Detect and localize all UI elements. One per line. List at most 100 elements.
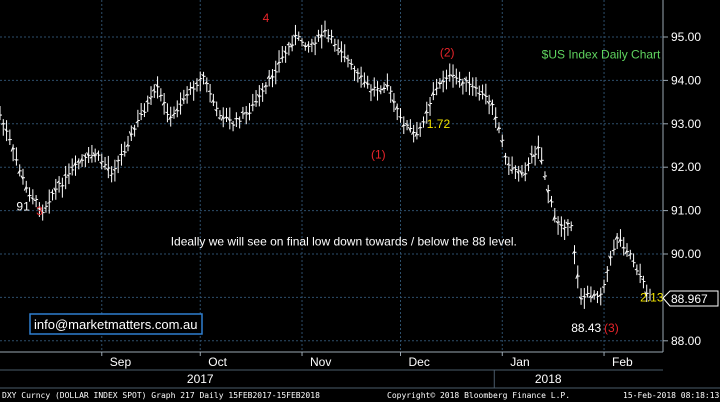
price-bar	[529, 145, 534, 164]
price-bar	[605, 266, 610, 282]
price-bar	[17, 164, 22, 177]
price-bar	[273, 60, 278, 85]
price-bar	[135, 109, 140, 128]
price-bar	[14, 147, 19, 166]
price-bar	[447, 63, 452, 82]
price-bar	[86, 147, 91, 164]
price-bar	[30, 189, 35, 205]
chart-annotation: 1.72	[427, 117, 451, 131]
price-bar	[56, 176, 62, 193]
footer-timestamp: 15-Feb-2018 08:18:13	[623, 391, 720, 400]
price-bar	[197, 71, 203, 92]
price-bar	[191, 80, 196, 101]
price-bar	[585, 285, 590, 298]
price-bar	[40, 204, 45, 221]
price-bar	[355, 68, 360, 83]
chart-annotation: 2.13	[640, 291, 664, 305]
price-bar	[552, 208, 557, 223]
price-bar	[230, 120, 236, 132]
price-bar	[575, 265, 580, 289]
price-bar	[526, 157, 531, 172]
footer-copyright: Copyright© 2018 Bloomberg Finance L.P.	[387, 391, 570, 400]
price-bar	[227, 107, 232, 130]
price-bar	[336, 39, 341, 56]
price-bar	[411, 124, 416, 143]
price-bar	[404, 120, 410, 131]
price-bar	[345, 54, 350, 68]
price-bar	[99, 153, 104, 170]
price-bar	[638, 263, 643, 284]
price-bar	[148, 86, 154, 105]
chart-annotation: Ideally we will see on final low down to…	[171, 234, 517, 248]
chart-annotation: (3)	[604, 321, 619, 335]
price-bar	[542, 171, 547, 181]
price-bar	[79, 154, 85, 167]
price-bar	[565, 219, 570, 236]
price-bar	[601, 279, 607, 293]
price-bar	[398, 108, 403, 123]
price-bar	[181, 89, 186, 105]
price-bar	[289, 35, 295, 52]
price-bar	[1, 119, 6, 136]
price-bar	[217, 110, 222, 120]
price-bar	[417, 122, 423, 137]
price-bar	[569, 221, 574, 232]
price-bar	[532, 145, 538, 166]
price-bar	[595, 291, 600, 304]
price-bar	[316, 29, 321, 42]
price-bar	[618, 229, 623, 247]
price-bar	[260, 82, 265, 102]
price-bar	[539, 147, 544, 165]
chart-annotation: 4	[263, 11, 270, 25]
price-bar	[23, 180, 29, 193]
price-bar	[444, 69, 449, 90]
price-bar	[155, 76, 160, 99]
price-bar	[139, 103, 144, 121]
price-bar	[572, 245, 577, 265]
price-bar	[283, 46, 288, 63]
price-bar	[598, 287, 603, 306]
price-bar	[493, 107, 498, 128]
x-tick-label: Oct	[208, 355, 227, 369]
price-bar	[109, 166, 114, 183]
chart-annotation: 3	[36, 204, 43, 218]
price-bar	[489, 99, 495, 115]
price-bar	[460, 78, 465, 95]
price-bar	[582, 287, 587, 309]
price-bar	[644, 284, 649, 303]
price-layer	[0, 20, 651, 309]
price-bar	[348, 58, 354, 70]
price-bar	[0, 106, 2, 121]
price-bar	[338, 41, 344, 63]
x-tick-label: Dec	[409, 355, 430, 369]
price-bar	[516, 165, 521, 182]
price-bar	[119, 143, 124, 166]
price-bar	[322, 20, 327, 38]
price-bar	[424, 101, 429, 124]
price-bar	[102, 156, 108, 170]
price-bar	[352, 65, 357, 81]
price-bar	[562, 219, 567, 241]
price-bar	[503, 152, 508, 165]
price-bar	[486, 94, 492, 115]
price-bar	[244, 106, 249, 125]
price-bar	[50, 189, 55, 201]
price-bar	[270, 69, 275, 88]
last-value-marker: 88.967	[662, 290, 719, 307]
price-bar	[201, 71, 206, 85]
price-bar	[151, 84, 157, 98]
price-bar	[434, 78, 439, 96]
price-bar	[20, 168, 25, 185]
price-bar	[224, 107, 229, 123]
price-bar	[453, 68, 459, 85]
footer-left: DXY Curncy (DOLLAR INDEX SPOT) Graph 217…	[2, 391, 320, 400]
price-bar	[414, 121, 419, 140]
price-bar	[473, 77, 479, 97]
price-bar	[293, 24, 298, 46]
price-bar	[614, 233, 620, 249]
year-label: 2017	[187, 372, 214, 386]
last-value-label: 88.967	[671, 292, 708, 306]
price-bar	[247, 103, 252, 121]
price-bar	[263, 82, 268, 95]
